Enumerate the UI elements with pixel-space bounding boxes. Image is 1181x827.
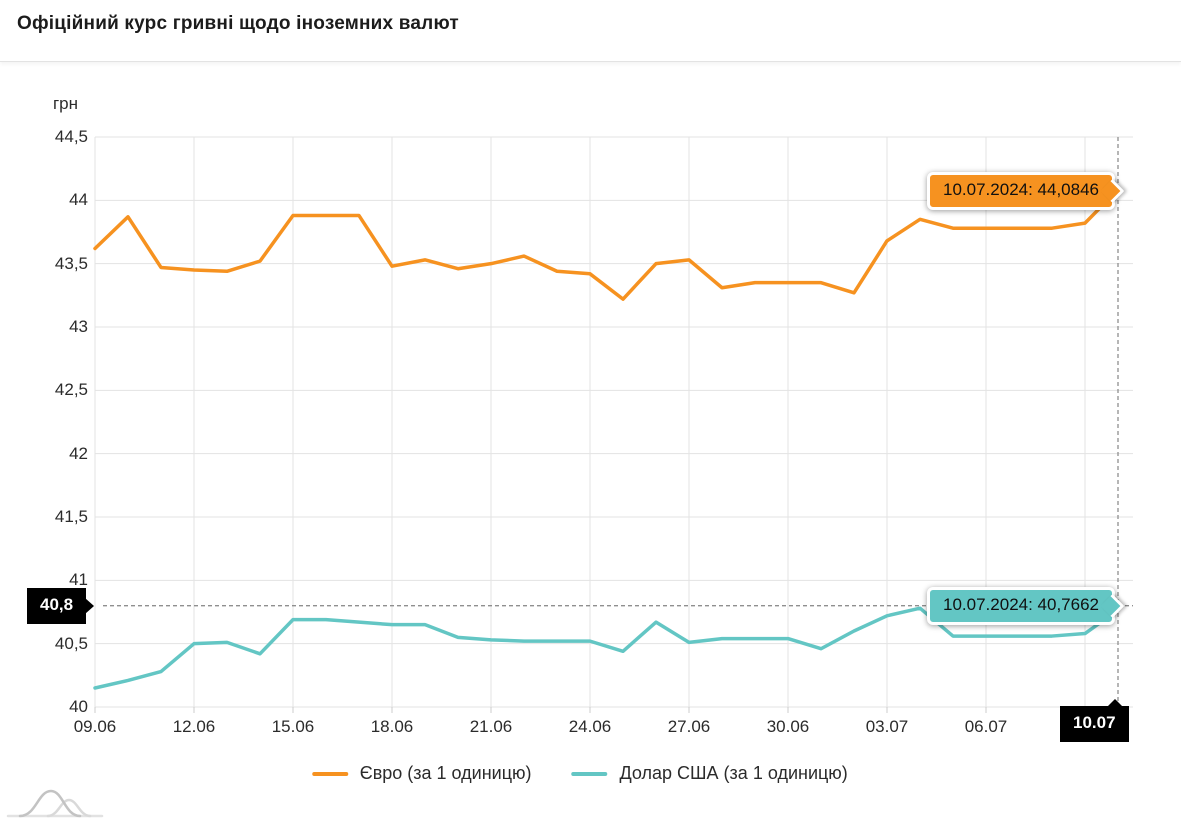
y-axis-unit-label: грн (52, 94, 78, 113)
y-tick-label: 42,5 (54, 380, 88, 400)
legend-label-euro: Євро (за 1 одиницю) (359, 763, 532, 783)
y-tick-label: 41 (69, 570, 88, 590)
y-tick-label: 43 (69, 317, 88, 336)
y-tick-label: 42 (69, 443, 88, 463)
page-header: Офіційний курс гривні щодо іноземних вал… (0, 0, 1181, 62)
x-tick-label: 12.06 (172, 717, 216, 736)
x-tick-label: 27.06 (667, 717, 711, 736)
y-tick-label: 44,5 (54, 127, 88, 146)
x-tick-label: 18.06 (370, 717, 414, 736)
page-title: Офіційний курс гривні щодо іноземних вал… (17, 13, 459, 34)
y-tick-label: 40,5 (54, 633, 88, 653)
y-tick-label: 43,5 (54, 253, 88, 273)
x-tick-label: 21.06 (469, 717, 513, 736)
euro-line-swatch-icon (311, 771, 348, 776)
euro-tooltip: 10.07.2024: 44,0846 (927, 172, 1125, 210)
euro-tooltip-text: 10.07.2024: 44,0846 (943, 180, 1099, 199)
x-axis-crosshair-value: 10.07 (1073, 713, 1116, 732)
x-tick-label: 09.06 (73, 717, 117, 736)
y-axis-crosshair-marker: 40,8 (27, 588, 95, 624)
dollar-tooltip-text: 10.07.2024: 40,7662 (943, 595, 1099, 614)
legend-label-dollar: Долар США (за 1 одиницю) (619, 763, 848, 783)
dollar-tooltip: 10.07.2024: 40,7662 (927, 587, 1125, 625)
x-tick-label: 15.06 (271, 717, 315, 736)
x-tick-label: 30.06 (766, 717, 810, 736)
x-tick-label: 03.07 (865, 717, 909, 736)
dollar-line-swatch-icon (571, 771, 608, 776)
x-axis-crosshair-marker: 10.07 (1060, 699, 1129, 742)
y-tick-label: 41,5 (54, 507, 88, 526)
legend-item-dollar[interactable]: Долар США (за 1 одиницю) (571, 763, 848, 784)
marker-arrow-right-icon (85, 598, 95, 614)
legend-item-euro[interactable]: Євро (за 1 одиницю) (311, 763, 532, 784)
chart-legend: Євро (за 1 одиницю) Долар США (за 1 один… (311, 763, 848, 784)
y-axis-crosshair-value: 40,8 (40, 595, 74, 614)
y-tick-label: 40 (69, 697, 88, 716)
marker-arrow-up-icon (1107, 699, 1123, 707)
chart-logo-watermark-icon (6, 789, 104, 818)
x-tick-label: 24.06 (568, 717, 612, 736)
x-tick-label: 06.07 (964, 717, 1008, 736)
y-tick-label: 44 (69, 190, 88, 210)
